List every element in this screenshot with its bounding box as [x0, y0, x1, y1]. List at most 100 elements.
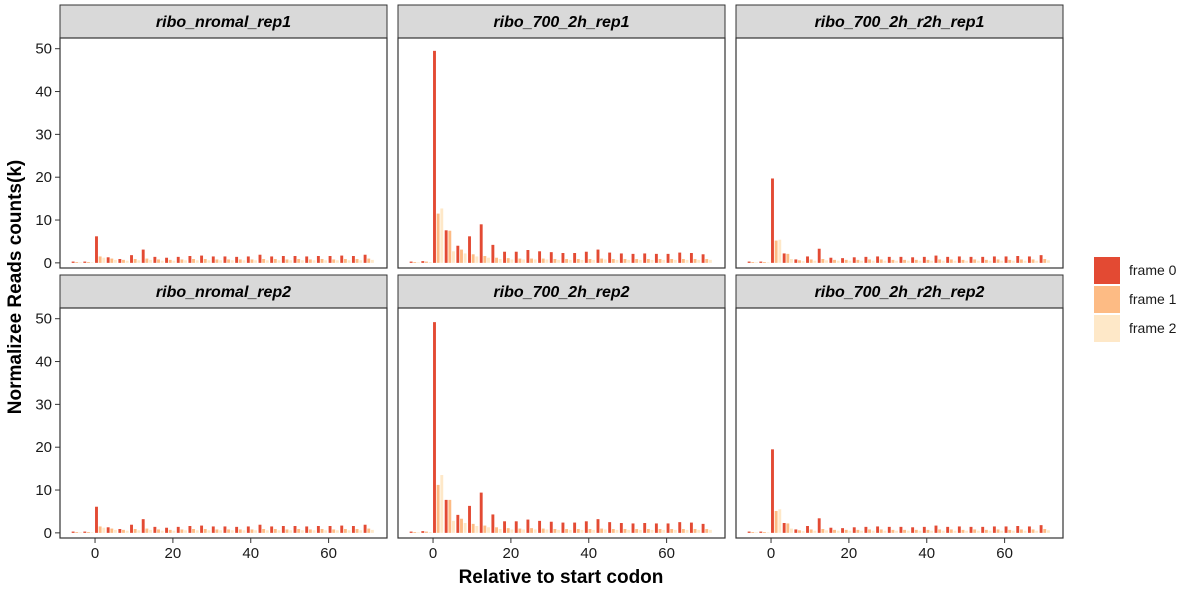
bar-frame2	[312, 530, 316, 533]
facet-title: ribo_700_2h_rep1	[493, 14, 629, 31]
bar-frame1	[553, 529, 557, 533]
bar-frame2	[790, 528, 793, 533]
bar-frame0	[654, 253, 658, 263]
bar-frame2	[78, 262, 82, 264]
bar-frame1	[460, 518, 463, 533]
bar-frame0	[899, 256, 903, 263]
bar-frame2	[836, 260, 840, 263]
bar-frame0	[782, 253, 786, 263]
x-axes-layer: 0 20 40 60 0 20 40 60 0 20 40 60	[91, 538, 1013, 562]
bar-frame1	[530, 258, 534, 263]
bar-frame0	[969, 256, 973, 263]
bar-frame0	[316, 256, 320, 263]
bar-frame2	[312, 260, 316, 263]
bar-frame0	[479, 492, 483, 533]
bar-frame2	[883, 260, 887, 263]
bar-frame0	[922, 256, 926, 263]
bar-frame1	[273, 529, 277, 533]
bar-frame1	[949, 529, 953, 533]
bar-frame2	[883, 530, 887, 533]
legend-key	[1094, 315, 1120, 342]
bar-frame2	[347, 260, 351, 263]
bar-frame1	[1031, 259, 1035, 263]
bar-frame0	[549, 252, 553, 263]
bar-frame0	[281, 256, 285, 263]
bar-frame0	[561, 253, 565, 263]
bar-frame0	[211, 526, 215, 533]
bar-frame0	[829, 257, 833, 263]
bar-frame0	[596, 249, 600, 263]
bar-frame0	[817, 518, 821, 533]
bar-frame2	[650, 259, 654, 263]
bar-frame0	[911, 257, 915, 263]
bar-frame0	[701, 254, 705, 263]
bar-frame0	[351, 526, 355, 533]
legend-label: frame 1	[1129, 291, 1177, 307]
bar-frame2	[522, 529, 525, 533]
bar-frame2	[895, 530, 899, 533]
y-tick-label: 40	[35, 354, 52, 371]
bar-frame0	[421, 261, 425, 263]
bar-frame1	[658, 259, 662, 263]
facet-panel: ribo_700_2h_rep1	[397, 4, 726, 269]
bar-frame1	[705, 259, 709, 263]
bar-frame2	[860, 530, 863, 533]
facet-strip	[397, 4, 726, 39]
y-axis-title: Normalizee Reads counts(k)	[5, 160, 26, 414]
bar-frame0	[596, 519, 600, 533]
bar-frame1	[541, 528, 545, 533]
bar-frame1	[763, 262, 766, 263]
bar-frame1	[774, 511, 778, 533]
bar-frame1	[1019, 259, 1023, 263]
bar-frame0	[95, 236, 98, 263]
bar-frame0	[887, 526, 891, 533]
bar-frame1	[122, 529, 125, 533]
bar-frame1	[868, 529, 872, 533]
bar-frame0	[340, 525, 344, 533]
bar-frame2	[359, 260, 363, 263]
legend-key	[1094, 286, 1120, 313]
bar-frame1	[145, 528, 149, 533]
bar-frame2	[254, 530, 258, 533]
bar-frame0	[235, 526, 239, 533]
x-tick-label: 60	[996, 545, 1013, 562]
bar-frame1	[133, 529, 137, 533]
bar-frame1	[203, 529, 207, 533]
bar-frame1	[1031, 529, 1035, 533]
bar-frame1	[600, 258, 604, 263]
y-tick-label: 50	[35, 41, 52, 58]
bar-frame1	[203, 259, 207, 263]
bar-frame0	[643, 523, 647, 533]
y-tick-label: 0	[44, 525, 52, 542]
bar-frame1	[600, 528, 604, 533]
bar-frame1	[786, 523, 790, 533]
bar-frame2	[498, 259, 502, 263]
bar-frame0	[188, 256, 192, 263]
bar-frame0	[118, 529, 122, 533]
bar-frame2	[114, 259, 117, 263]
bar-frame0	[444, 499, 448, 533]
bar-frame2	[965, 530, 969, 533]
bar-frame2	[545, 259, 549, 263]
facet-title: ribo_700_2h_r2h_rep1	[815, 14, 985, 31]
x-tick-label: 20	[503, 545, 520, 562]
bar-frame1	[949, 259, 953, 263]
bar-frame0	[246, 256, 250, 263]
bar-frame2	[592, 259, 596, 263]
bar-frame1	[238, 529, 242, 533]
x-tick-label: 60	[320, 545, 337, 562]
facet-strip	[59, 4, 388, 39]
bar-frame0	[165, 527, 169, 533]
bar-frame0	[141, 519, 145, 533]
bar-frame2	[1035, 530, 1039, 533]
bar-frame2	[754, 262, 758, 264]
bar-frame2	[289, 530, 293, 533]
facet-panel: ribo_700_2h_r2h_rep2	[735, 274, 1064, 539]
bar-frame2	[277, 530, 281, 533]
bar-frame1	[751, 532, 755, 533]
bar-frame0	[911, 527, 915, 533]
bar-frame1	[611, 259, 615, 263]
bar-frame1	[367, 528, 371, 533]
bar-frame2	[137, 530, 141, 533]
bar-frame2	[848, 260, 852, 263]
